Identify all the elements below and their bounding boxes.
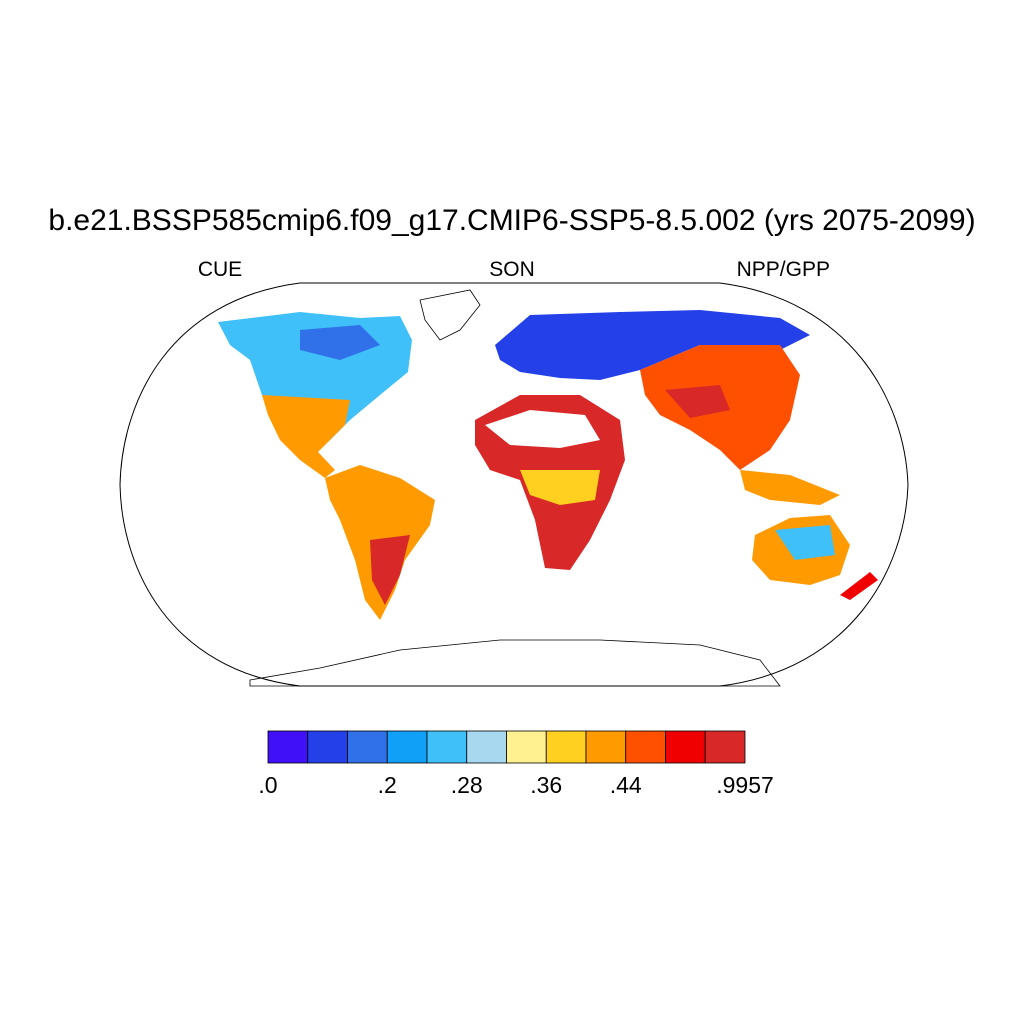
colorbar-swatch <box>307 730 348 764</box>
map <box>119 282 909 687</box>
units-label: NPP/GPP <box>737 258 830 281</box>
colorbar-label: .28 <box>451 772 483 798</box>
colorbar-label: .9957 <box>716 772 774 798</box>
land-new-zealand <box>840 572 878 600</box>
colorbar: .0 .2 .28 .36 .44 .9957 <box>258 730 774 798</box>
colorbar-swatch <box>347 730 388 764</box>
colorbar-swatch <box>665 730 706 764</box>
land-central-africa <box>520 470 600 505</box>
land-canada-core <box>300 325 380 360</box>
land-central-america <box>262 395 350 478</box>
land-greenland <box>419 289 481 341</box>
colorbar-swatch <box>506 730 547 764</box>
colorbar-label: .2 <box>378 772 397 798</box>
season-label: SON <box>489 258 535 281</box>
colorbar-label: .44 <box>610 772 642 798</box>
land-sahara <box>485 410 600 448</box>
colorbar-swatch <box>386 730 428 764</box>
land-eurasia-north <box>495 310 810 380</box>
land-tibet <box>665 385 730 418</box>
map-title: b.e21.BSSP585cmip6.f09_g17.CMIP6-SSP5-8.… <box>48 204 975 237</box>
colorbar-swatch <box>426 730 468 764</box>
colorbar-swatch <box>625 730 666 764</box>
colorbar-label: .36 <box>530 772 562 798</box>
colorbar-swatch <box>585 730 627 764</box>
variable-label: CUE <box>198 258 242 281</box>
map-border <box>119 282 909 687</box>
colorbar-label: .0 <box>258 772 277 798</box>
land-antarctica <box>249 639 781 687</box>
land-australia-interior <box>775 525 835 560</box>
colorbar-swatch <box>704 730 746 764</box>
land-south-america-south <box>370 535 410 605</box>
land-maritime-asia <box>740 470 840 505</box>
colorbar-swatch <box>466 730 507 764</box>
colorbar-swatch <box>267 730 309 764</box>
colorbar-swatch <box>545 730 587 764</box>
